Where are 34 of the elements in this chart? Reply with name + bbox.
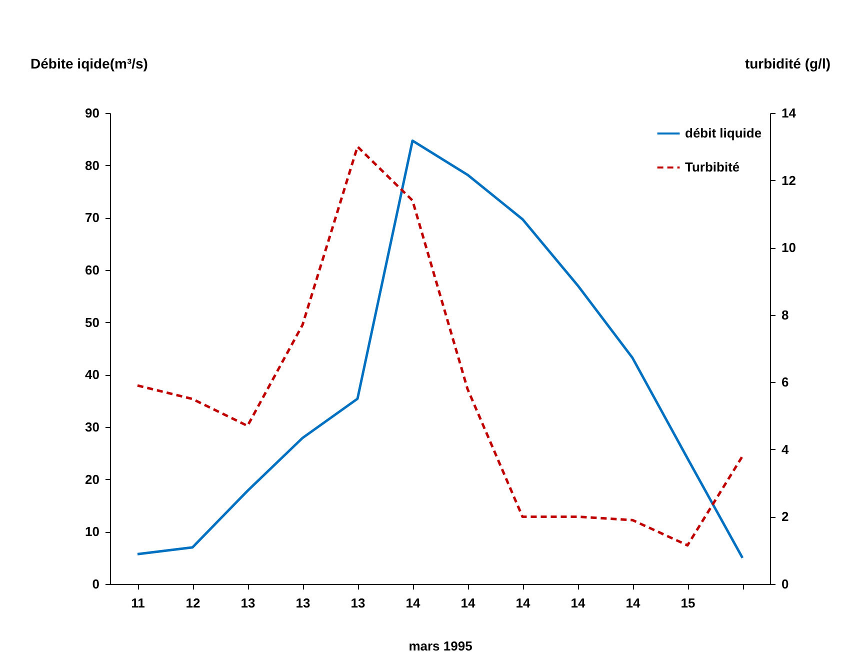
x-axis-title: mars 1995 [408, 638, 472, 654]
x-tick-label: 14 [570, 596, 586, 610]
y-tick-label: 90 [85, 106, 100, 120]
y2-tick-label: 12 [782, 172, 796, 188]
legend-label: débit liquide [685, 126, 762, 140]
x-tick-label: 14 [516, 596, 531, 610]
y-tick-label: 0 [92, 576, 100, 592]
y2-tick-label: 14 [782, 106, 797, 120]
x-tick-label: 13 [296, 596, 310, 610]
y-tick-label: 60 [85, 262, 100, 278]
y-tick-label: 50 [85, 314, 100, 330]
x-tick-label: 13 [350, 596, 366, 610]
y-tick-label: 30 [85, 420, 100, 434]
y-tick-label: 70 [85, 210, 100, 226]
x-tick-label: 12 [186, 596, 200, 610]
x-tick-label: 11 [131, 596, 145, 610]
x-tick-label: 13 [240, 596, 256, 610]
y2-axis-title: turbidité (g/l) [744, 56, 830, 72]
x-tick-label: 14 [406, 596, 421, 610]
y-tick-label: 40 [85, 367, 100, 382]
y2-tick-label: 0 [782, 576, 789, 592]
y2-tick-label: 10 [782, 240, 796, 256]
y-tick-label: 80 [85, 158, 100, 173]
x-tick-label: 14 [460, 596, 476, 610]
y-tick-label: 20 [85, 472, 100, 487]
y2-tick-label: 8 [782, 307, 789, 322]
y2-tick-label: 4 [782, 442, 790, 457]
y-tick-label: 10 [85, 524, 100, 540]
y2-tick-label: 2 [782, 509, 789, 524]
y-axis-title: Débite iqide(m³/s) [30, 56, 148, 72]
legend-label: Turbibité [685, 160, 740, 174]
x-tick-label: 14 [626, 596, 641, 610]
y2-tick-label: 6 [782, 374, 789, 390]
x-tick-label: 15 [680, 596, 696, 610]
